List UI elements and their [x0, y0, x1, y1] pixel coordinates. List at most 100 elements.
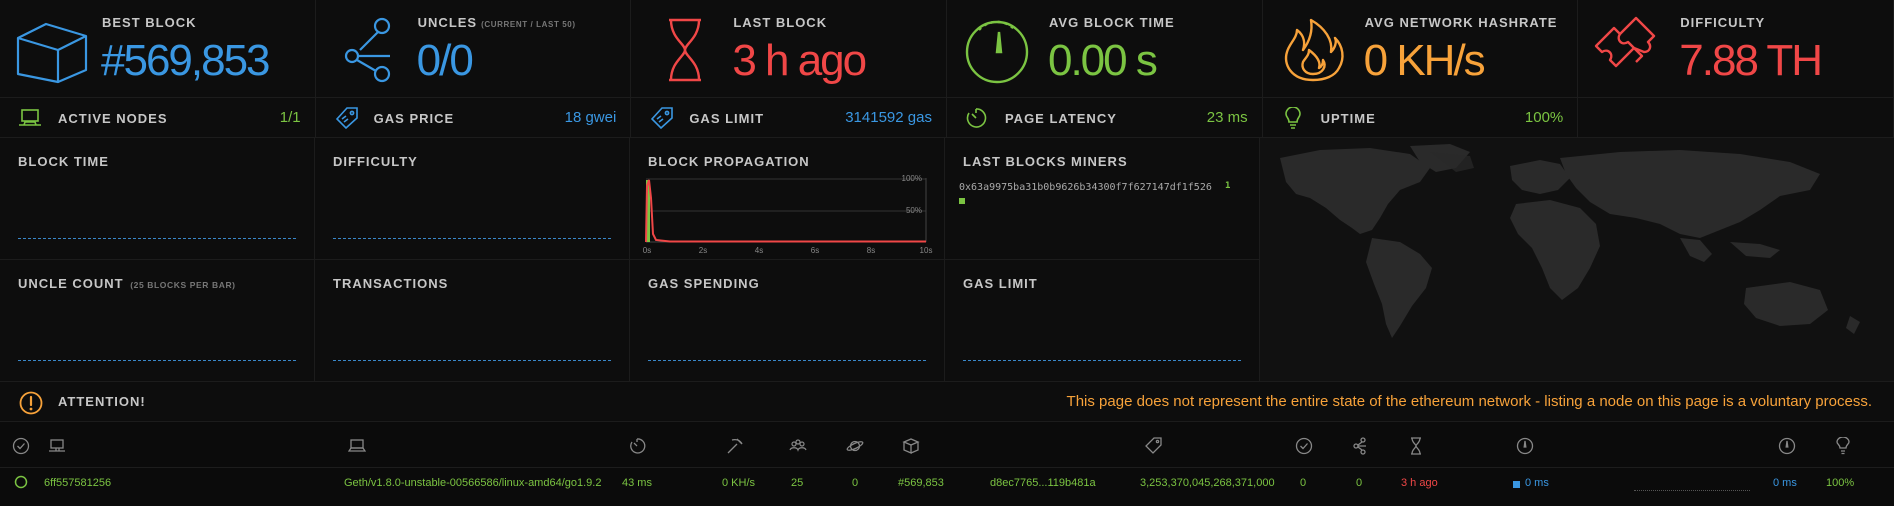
propagation-square [1513, 481, 1520, 488]
gas-limit-value: 3141592 gas [845, 109, 932, 126]
latency-column-icon[interactable] [628, 437, 646, 455]
transactions-chart: TRANSACTIONS [315, 260, 630, 382]
node-name[interactable]: 6ff557581256 [44, 477, 112, 489]
node-pending: 0 [852, 477, 859, 489]
best-block-value: #569,853 [101, 36, 271, 85]
prop-histogram-bar [646, 180, 650, 242]
laptop-column-icon[interactable] [348, 437, 366, 455]
active-nodes-label: ACTIVE NODES [58, 111, 168, 126]
tag-icon [335, 107, 358, 129]
nodes-table-header [0, 424, 1894, 468]
node-type: Geth/v1.8.0-unstable-00566586/linux-amd6… [344, 477, 602, 489]
page-latency-label: PAGE LATENCY [1004, 111, 1117, 126]
planet-icon[interactable] [846, 437, 864, 455]
check-column-icon[interactable] [1295, 437, 1313, 455]
active-nodes-value: 1/1 [279, 109, 301, 126]
difficulty-chart-title: DIFFICULTY [333, 154, 418, 169]
hashrate-value: 0 KH/s [1363, 36, 1486, 85]
last-block-value: 3 h ago [732, 36, 867, 85]
gas-spending-chart: GAS SPENDING [630, 260, 945, 382]
prop-tick-y-50: 50% [906, 206, 922, 215]
prop-tick-x-2: 2s [699, 246, 707, 255]
gas-spending-baseline [648, 360, 926, 361]
gas-price-label: GAS PRICE [373, 111, 455, 126]
node-block: #569,853 [898, 477, 944, 489]
prop-tick-x-4: 4s [755, 246, 763, 255]
gas-spending-chart-title: GAS SPENDING [648, 276, 760, 291]
gas-limit-label: GAS LIMIT [689, 111, 765, 126]
uptime-column-icon[interactable] [1834, 437, 1852, 455]
node-status-icon [14, 475, 28, 489]
empty-cell [1578, 98, 1894, 138]
propagation-plot: 100% 50% 0s 2s 4s 6s 8s 10s [643, 174, 933, 255]
miner-block-count: 1 [1225, 181, 1231, 191]
prop-tick-x-10: 10s [920, 246, 933, 255]
miner-block-bar [959, 198, 965, 204]
avg-block-time-panel: AVG BLOCK TIME 0.00 s [946, 0, 1263, 98]
node-name-column-icon[interactable] [48, 437, 66, 455]
gas-limit-chart: GAS LIMIT [945, 260, 1260, 382]
best-block-panel: BEST BLOCK #569,853 [0, 0, 316, 98]
node-propagation: 0 ms [1525, 477, 1549, 489]
transactions-baseline [333, 360, 611, 361]
uptime-cell: UPTIME 100% [1262, 98, 1579, 138]
page-latency-value: 23 ms [1206, 109, 1248, 126]
gas-price-cell: GAS PRICE 18 gwei [315, 98, 632, 138]
gas-limit-chart-title: GAS LIMIT [963, 276, 1038, 291]
puzzle-icon [1595, 16, 1656, 68]
last-block-panel: LAST BLOCK 3 h ago [631, 0, 947, 98]
gauge-icon [965, 20, 1029, 84]
block-time-baseline [18, 238, 296, 239]
cube-icon [16, 22, 88, 84]
node-avg-propagation: 0 ms [1773, 477, 1797, 489]
gas-limit-cell: GAS LIMIT 3141592 gas [631, 98, 947, 138]
pickaxe-icon[interactable] [726, 437, 744, 455]
prop-curve [645, 179, 926, 243]
block-propagation-chart-title: BLOCK PROPAGATION [648, 154, 810, 169]
prop-tick-x-6: 6s [811, 246, 819, 255]
tag-column-icon[interactable] [1144, 437, 1162, 455]
world-map-graphic [1280, 144, 1860, 338]
node-block-hash: d8ec7765...119b481a [990, 477, 1096, 489]
hashrate-panel: AVG NETWORK HASHRATE 0 KH/s [1262, 0, 1579, 98]
attention-bar: ATTENTION! This page does not represent … [0, 382, 1894, 422]
alert-icon [19, 391, 43, 415]
gas-price-value: 18 gwei [564, 109, 617, 126]
avg-block-time-value: 0.00 s [1047, 36, 1158, 85]
uncle-count-chart-title: UNCLE COUNT (25 BLOCKS PER BAR) [18, 276, 236, 291]
avg-propagation-column-icon[interactable] [1778, 437, 1796, 455]
uncles-label-text: UNCLES [417, 15, 478, 30]
miner-address: 0x63a9975ba31b0b9626b34300f7f627147df1f5… [959, 182, 1212, 193]
difficulty-label: DIFFICULTY [1680, 15, 1766, 30]
world-map[interactable] [1260, 138, 1894, 382]
hourglass-icon [669, 18, 702, 82]
uptime-value: 100% [1524, 109, 1564, 126]
check-circle-icon[interactable] [12, 437, 30, 455]
difficulty-baseline [333, 238, 611, 239]
prop-tick-x-0: 0s [643, 246, 651, 255]
page-latency-cell: PAGE LATENCY 23 ms [946, 98, 1263, 138]
block-time-chart: BLOCK TIME [0, 138, 315, 260]
transactions-chart-title: TRANSACTIONS [333, 276, 449, 291]
attention-label: ATTENTION! [58, 394, 146, 409]
stats-row: BEST BLOCK #569,853 UNCLES (CURRENT / LAS… [0, 0, 1894, 98]
uncles-label: UNCLES (CURRENT / LAST 50) [418, 15, 576, 30]
prop-tick-y-100: 100% [902, 174, 922, 183]
last-blocks-miners-title: LAST BLOCKS MINERS [963, 154, 1128, 169]
substats-row: ACTIVE NODES 1/1 GAS PRICE 18 gwei GAS L… [0, 98, 1894, 138]
table-row[interactable]: 6ff557581256 Geth/v1.8.0-unstable-005665… [0, 470, 1894, 497]
uncle-count-baseline [18, 360, 296, 361]
node-peers: 25 [791, 477, 804, 489]
hourglass-column-icon[interactable] [1407, 437, 1425, 455]
best-block-label: BEST BLOCK [102, 15, 197, 30]
node-difficulty: 3,253,370,045,268,371,000 [1140, 477, 1275, 489]
peers-icon[interactable] [789, 437, 807, 455]
active-nodes-cell: ACTIVE NODES 1/1 [0, 98, 316, 138]
fire-icon [1284, 18, 1344, 82]
last-blocks-miners-panel: LAST BLOCKS MINERS 0x63a9975ba31b0b9626b… [945, 138, 1260, 260]
cube-column-icon[interactable] [902, 437, 920, 455]
propagation-column-icon[interactable] [1516, 437, 1534, 455]
node-latency: 43 ms [622, 477, 652, 489]
attention-message: This page does not represent the entire … [1066, 393, 1872, 410]
uncles-column-icon[interactable] [1351, 437, 1369, 455]
